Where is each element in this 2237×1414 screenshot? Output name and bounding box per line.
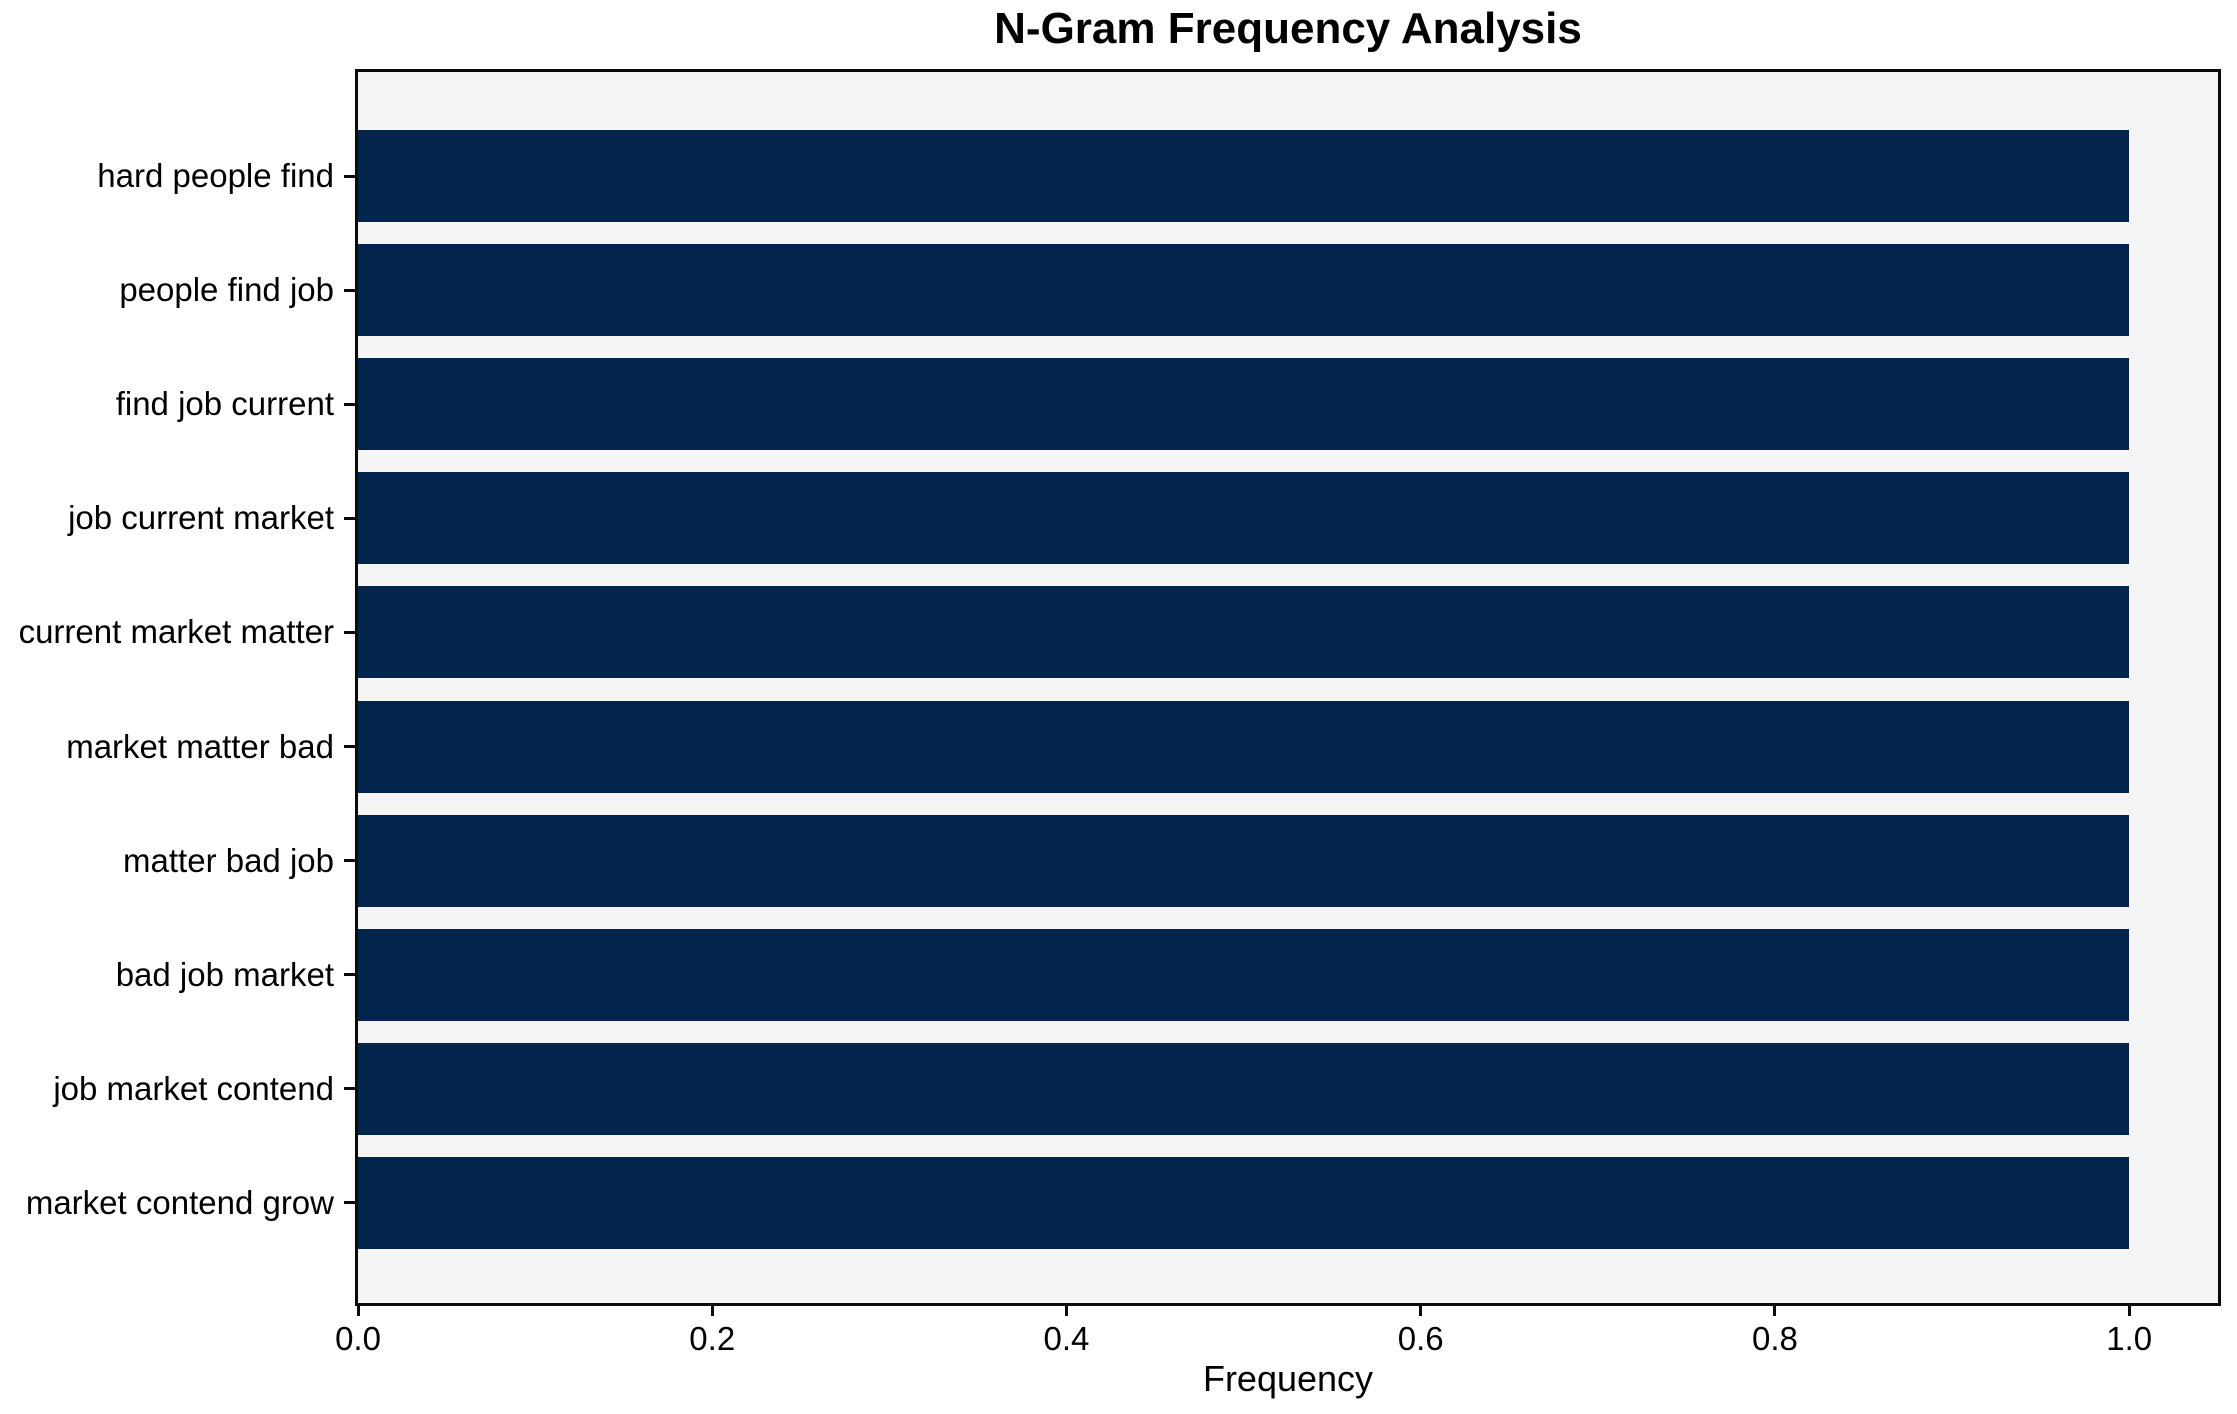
bar-market-contend-grow: [358, 1156, 2130, 1249]
x-tick-mark: [356, 1303, 360, 1316]
y-tick-mark: [344, 288, 358, 292]
y-tick-label: job current market: [68, 499, 334, 537]
y-tick-label: bad job market: [115, 955, 334, 993]
x-tick-label: 0.0: [335, 1320, 381, 1357]
x-axis-label: Frequency: [1202, 1358, 1374, 1399]
x-tick-mark: [2127, 1303, 2131, 1316]
x-tick-mark: [1773, 1303, 1777, 1316]
bar-people-find-job: [358, 244, 2130, 337]
y-tick-mark: [344, 516, 358, 520]
y-tick-mark: [344, 630, 358, 634]
bar-job-current-market: [358, 472, 2130, 565]
y-tick-label: matter bad job: [123, 841, 334, 879]
y-tick-label: current market matter: [18, 613, 334, 651]
x-tick-label: 0.8: [1752, 1320, 1798, 1357]
y-tick-mark: [344, 973, 358, 977]
plot-area: [355, 69, 2221, 1306]
y-tick-mark: [344, 174, 358, 178]
x-tick-label: 0.2: [689, 1320, 736, 1357]
y-tick-label: find job current: [115, 385, 334, 423]
bar-market-matter-bad: [358, 700, 2130, 793]
bar-job-market-contend: [358, 1042, 2130, 1135]
y-tick-mark: [344, 1087, 358, 1091]
y-tick-label: hard people find: [97, 157, 334, 194]
y-tick-label: people find job: [119, 271, 334, 309]
bar-hard-people-find: [358, 130, 2130, 222]
bar-find-job-current: [358, 358, 2130, 451]
y-tick-mark: [344, 1201, 358, 1205]
x-tick-mark: [1064, 1303, 1068, 1316]
bars-container: [358, 72, 2218, 1303]
x-tick-mark: [1419, 1303, 1423, 1316]
x-tick-label: 1.0: [2106, 1320, 2153, 1357]
bar-bad-job-market: [358, 928, 2130, 1021]
chart-title: N-Gram Frequency Analysis: [994, 4, 1582, 53]
x-tick-label: 0.6: [1397, 1320, 1444, 1357]
bar-matter-bad-job: [358, 814, 2130, 907]
y-tick-mark: [344, 402, 358, 406]
y-tick-label: market matter bad: [66, 727, 334, 765]
y-tick-label: market contend grow: [25, 1183, 334, 1221]
y-tick-label: job market contend: [53, 1069, 334, 1107]
y-tick-mark: [344, 745, 358, 748]
bar-current-market-matter: [358, 586, 2130, 679]
x-tick-mark: [710, 1303, 714, 1316]
y-tick-mark: [344, 859, 358, 863]
x-tick-label: 0.4: [1043, 1320, 1090, 1357]
